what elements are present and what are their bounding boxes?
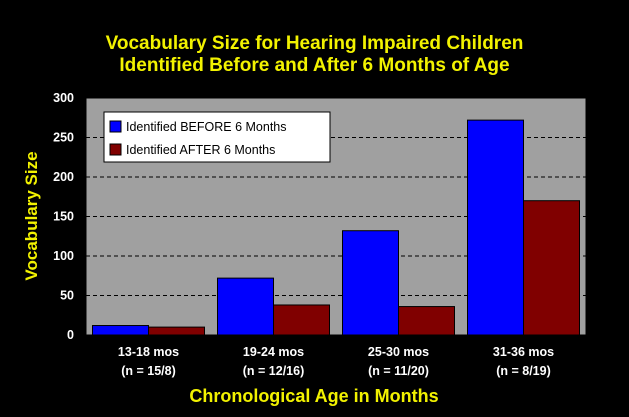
bar <box>342 230 399 336</box>
y-tick-label: 200 <box>53 170 74 184</box>
plot-frame <box>85 97 587 336</box>
y-tick-label: 100 <box>53 249 74 263</box>
x-tick-label: 19-24 mos <box>243 345 304 359</box>
y-tick-label: 300 <box>53 91 74 105</box>
legend-box <box>103 111 331 163</box>
legend: Identified BEFORE 6 Months Identified AFT… <box>103 111 331 163</box>
bar <box>217 277 274 336</box>
legend-swatch <box>109 120 122 133</box>
x-tick-label: 25-30 mos <box>368 345 429 359</box>
y-tick-labels: 0 50 100 150 200 250 300 <box>53 91 74 342</box>
y-tick-label: 50 <box>60 289 74 303</box>
y-tick-label: 250 <box>53 131 74 145</box>
x-tick-label: (n = 12/16) <box>243 364 305 378</box>
bar <box>148 326 205 336</box>
bar <box>273 304 330 336</box>
x-tick-label: (n = 15/8) <box>121 364 176 378</box>
chart-title-line-1: Vocabulary Size for Hearing Impaired Chi… <box>105 33 524 54</box>
bar <box>398 306 455 336</box>
legend-label: Identified AFTER 6 Months <box>126 143 275 157</box>
chart-title-line-2: Identified Before and After 6 Months of … <box>119 55 510 76</box>
bar <box>467 119 524 336</box>
y-tick-label: 0 <box>67 328 74 342</box>
x-tick-labels: 13-18 mos (n = 15/8) 19-24 mos (n = 12/16) 2… <box>118 345 554 378</box>
x-tick-label: (n = 8/19) <box>496 364 551 378</box>
x-tick-label: 31-36 mos <box>493 345 554 359</box>
legend-label: Identified BEFORE 6 Months <box>126 120 287 134</box>
x-axis-title: Chronological Age in Months <box>189 386 438 406</box>
x-tick-label: 13-18 mos <box>118 345 179 359</box>
y-axis-title: Vocabulary Size <box>22 151 41 280</box>
y-tick-label: 150 <box>53 210 74 224</box>
bar <box>523 200 580 336</box>
bars <box>92 119 580 336</box>
legend-swatch <box>109 143 122 156</box>
x-tick-label: (n = 11/20) <box>368 364 429 378</box>
bar <box>92 325 149 336</box>
axes <box>85 97 587 336</box>
